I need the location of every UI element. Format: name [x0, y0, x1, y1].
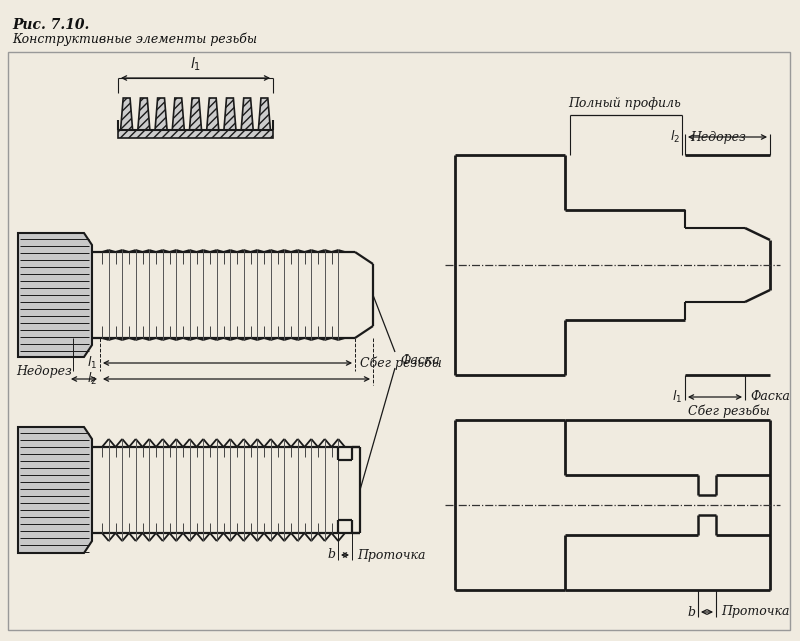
Text: b: b: [687, 606, 695, 619]
Text: $l_1$: $l_1$: [672, 389, 682, 405]
Text: Конструктивные элементы резьбы: Конструктивные элементы резьбы: [12, 33, 257, 47]
Text: b: b: [327, 549, 335, 562]
Polygon shape: [18, 233, 92, 357]
Text: Фаска: Фаска: [400, 353, 440, 367]
Text: Недорез: Недорез: [690, 131, 746, 144]
Text: Полный профиль: Полный профиль: [569, 97, 682, 110]
Text: Рис. 7.10.: Рис. 7.10.: [12, 18, 90, 32]
Polygon shape: [118, 98, 273, 138]
Text: $l_2$: $l_2$: [670, 129, 680, 145]
Polygon shape: [18, 427, 92, 553]
Text: $l_1$: $l_1$: [86, 355, 97, 371]
Text: Недорез: Недорез: [16, 365, 72, 378]
Text: $l_1$: $l_1$: [190, 56, 201, 73]
Text: Фаска: Фаска: [750, 390, 790, 403]
Text: Сбег резьбы: Сбег резьбы: [360, 356, 442, 370]
Text: Проточка: Проточка: [357, 549, 426, 562]
Text: Проточка: Проточка: [721, 606, 790, 619]
Text: $l_2$: $l_2$: [87, 371, 97, 387]
Text: Сбег резьбы: Сбег резьбы: [688, 404, 770, 418]
